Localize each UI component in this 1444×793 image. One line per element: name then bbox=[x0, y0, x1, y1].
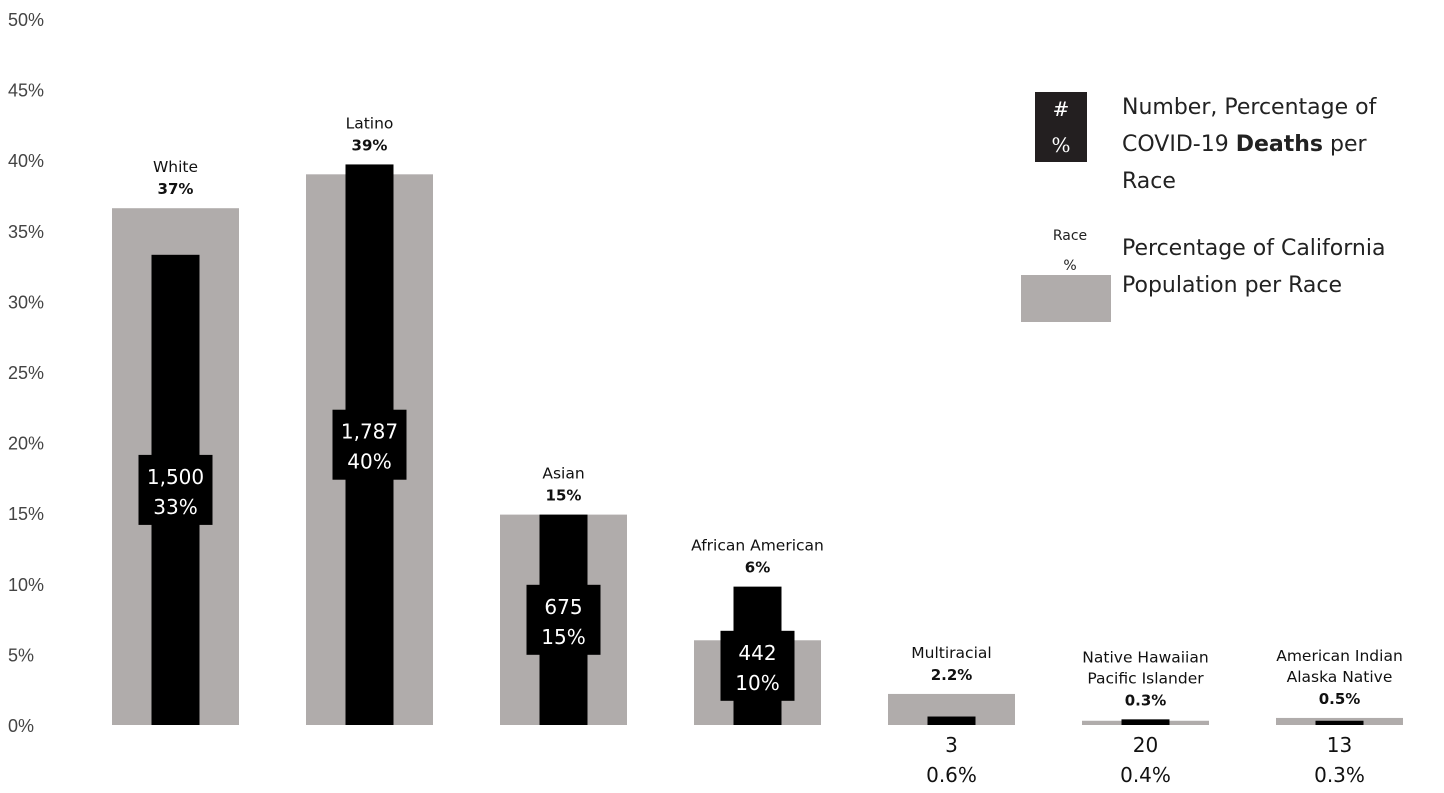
population-pct-label: 39% bbox=[352, 136, 388, 154]
legend-population-line2: Population per Race bbox=[1122, 273, 1342, 298]
legend: # % Number, Percentage of COVID-19 Death… bbox=[1021, 92, 1385, 322]
deaths-pct-label: 15% bbox=[541, 625, 585, 649]
deaths-pct-label: 0.4% bbox=[1120, 763, 1171, 787]
deaths-label-box bbox=[332, 409, 407, 480]
category-name-label: Asian bbox=[542, 465, 584, 483]
y-tick-label: 0% bbox=[8, 716, 34, 736]
legend-deaths-line2: COVID-19 Deaths per bbox=[1122, 132, 1368, 157]
deaths-count-label: 675 bbox=[544, 595, 582, 619]
population-pct-label: 0.5% bbox=[1319, 690, 1361, 708]
deaths-count-label: 20 bbox=[1133, 733, 1158, 757]
legend-deaths-swatch-bottom: % bbox=[1051, 133, 1070, 157]
y-axis: 0% 5% 10% 15% 20% 25% 30% 35% 40% 45% 50% bbox=[8, 10, 44, 736]
y-tick-label: 50% bbox=[8, 10, 44, 30]
deaths-bar bbox=[927, 716, 976, 725]
category-name-label: Latino bbox=[346, 114, 394, 132]
deaths-count-label: 1,787 bbox=[341, 420, 398, 444]
deaths-pct-label: 0.3% bbox=[1314, 763, 1365, 787]
population-pct-label: 15% bbox=[546, 487, 582, 505]
deaths-pct-label: 0.6% bbox=[926, 763, 977, 787]
category-name-label: Pacific Islander bbox=[1087, 669, 1204, 687]
deaths-count-label: 1,500 bbox=[147, 465, 204, 489]
y-tick-label: 20% bbox=[8, 434, 44, 454]
legend-deaths-line3: Race bbox=[1122, 169, 1176, 194]
deaths-bar bbox=[1121, 719, 1170, 725]
population-pct-label: 37% bbox=[158, 180, 194, 198]
deaths-pct-label: 10% bbox=[735, 671, 779, 695]
y-tick-label: 10% bbox=[8, 575, 44, 595]
deaths-pct-label: 40% bbox=[347, 450, 391, 474]
legend-population-swatch-bottom: % bbox=[1063, 258, 1076, 274]
y-tick-label: 5% bbox=[8, 645, 34, 665]
legend-deaths-line1: Number, Percentage of bbox=[1122, 95, 1378, 120]
deaths-count-label: 442 bbox=[738, 641, 776, 665]
y-tick-label: 45% bbox=[8, 81, 44, 101]
legend-population-line1: Percentage of California bbox=[1122, 236, 1385, 261]
y-tick-label: 15% bbox=[8, 504, 44, 524]
legend-population: Race % Percentage of California Populati… bbox=[1021, 228, 1385, 322]
bar-labels: 37% White 1,500 33% 39% Latino 1,787 40% 15% Asia… bbox=[138, 114, 1403, 787]
deaths-label-box bbox=[138, 454, 213, 525]
deaths-bar bbox=[1315, 720, 1364, 725]
category-name-label: Multiracial bbox=[911, 644, 991, 662]
population-pct-label: 6% bbox=[745, 559, 770, 577]
deaths-label-box bbox=[720, 630, 795, 701]
population-pct-label: 2.2% bbox=[931, 666, 973, 684]
legend-deaths: # % Number, Percentage of COVID-19 Death… bbox=[1035, 92, 1378, 194]
category-name-label: Alaska Native bbox=[1287, 668, 1393, 686]
deaths-count-label: 13 bbox=[1327, 733, 1352, 757]
population-pct-label: 0.3% bbox=[1125, 691, 1167, 709]
category-name-label: African American bbox=[691, 537, 824, 555]
y-tick-label: 35% bbox=[8, 222, 44, 242]
deaths-pct-label: 33% bbox=[153, 495, 197, 519]
legend-population-swatch-top: Race bbox=[1053, 228, 1087, 244]
legend-population-swatch bbox=[1021, 275, 1111, 322]
legend-deaths-swatch bbox=[1035, 92, 1087, 162]
category-name-label: American Indian bbox=[1276, 647, 1403, 665]
category-name-label: Native Hawaiian bbox=[1082, 648, 1208, 666]
legend-deaths-swatch-top: # bbox=[1053, 97, 1070, 121]
category-name-label: White bbox=[153, 158, 198, 176]
y-tick-label: 30% bbox=[8, 292, 44, 312]
y-tick-label: 25% bbox=[8, 363, 44, 383]
y-tick-label: 40% bbox=[8, 151, 44, 171]
deaths-label-box bbox=[526, 584, 601, 655]
deaths-count-label: 3 bbox=[945, 733, 958, 757]
